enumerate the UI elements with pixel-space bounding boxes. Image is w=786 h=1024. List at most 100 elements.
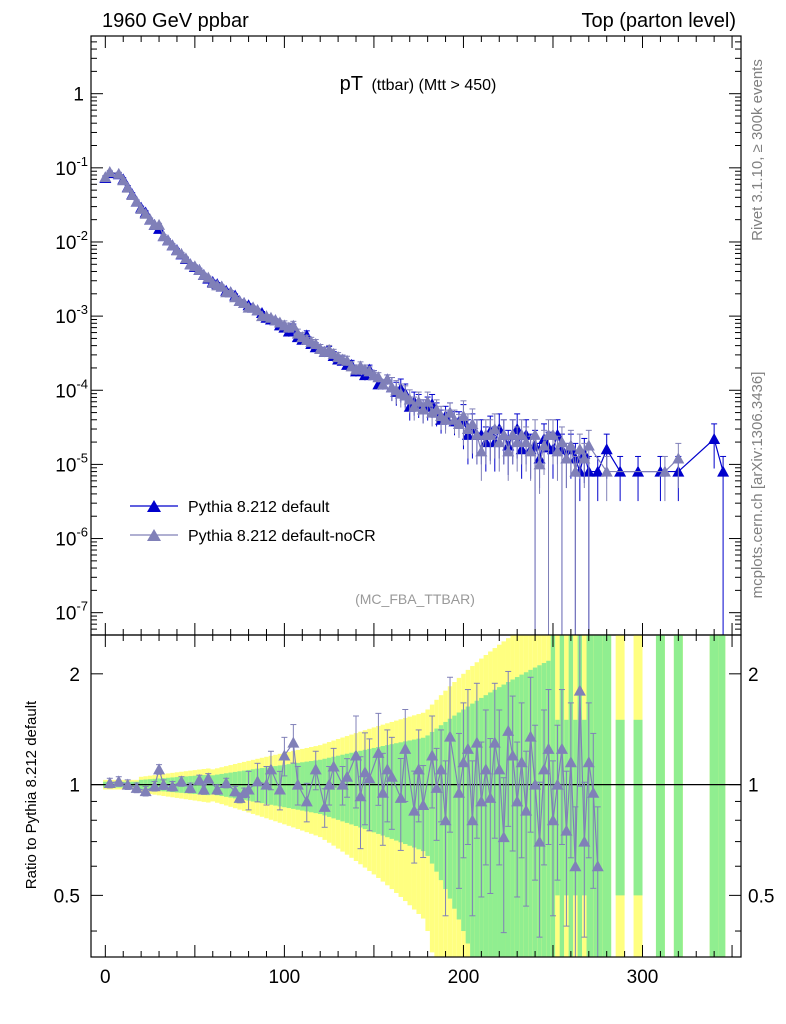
legend-marker-default bbox=[147, 500, 161, 512]
x-tick-label: 300 bbox=[627, 967, 659, 988]
ratio-data-point bbox=[564, 756, 577, 768]
data-point-nocr bbox=[121, 181, 134, 193]
data-point-nocr bbox=[529, 428, 542, 440]
ratio-data-point bbox=[260, 778, 273, 790]
data-point-default bbox=[600, 443, 613, 455]
data-point-nocr bbox=[470, 428, 483, 440]
ratio-data-point bbox=[291, 778, 304, 790]
ratio-data-point bbox=[533, 835, 546, 847]
data-point-nocr bbox=[497, 428, 510, 440]
ratio-data-point bbox=[341, 770, 354, 782]
uncertainty-band-green bbox=[655, 635, 665, 957]
ratio-data-point bbox=[372, 746, 385, 758]
ratio-data-point bbox=[461, 742, 474, 754]
data-point-nocr bbox=[103, 165, 116, 177]
legend: Pythia 8.212 default Pythia 8.212 defaul… bbox=[130, 499, 376, 545]
uncertainty-band-green bbox=[300, 762, 305, 811]
legend-label-nocr: Pythia 8.212 default-noCR bbox=[188, 528, 376, 545]
y-tick-label: 10-5 bbox=[55, 450, 88, 476]
data-point-nocr bbox=[520, 436, 533, 448]
data-point-nocr bbox=[578, 452, 591, 464]
uncertainty-band-green bbox=[718, 635, 726, 957]
ratio-data-point bbox=[278, 749, 291, 761]
ratio-data-point bbox=[211, 783, 224, 795]
ratio-data-point bbox=[130, 781, 143, 793]
data-point-nocr bbox=[251, 304, 264, 316]
data-point-nocr bbox=[533, 458, 546, 470]
uncertainty-band-green bbox=[394, 743, 399, 841]
ratio-data-point bbox=[551, 778, 564, 790]
header-right: Top (parton level) bbox=[581, 10, 736, 32]
data-point-default bbox=[591, 465, 604, 477]
ratio-data-point bbox=[139, 785, 152, 797]
data-point-nocr bbox=[511, 436, 524, 448]
uncertainty-band-green bbox=[241, 770, 247, 800]
data-point-nocr bbox=[569, 465, 582, 477]
ratio-data-point bbox=[591, 860, 604, 872]
data-point-nocr bbox=[457, 409, 470, 421]
uncertainty-band-green bbox=[273, 766, 278, 806]
ratio-data-point bbox=[184, 781, 197, 793]
ratio-data-point bbox=[506, 749, 519, 761]
ratio-data-point bbox=[497, 831, 510, 843]
uncertainty-band-green bbox=[282, 764, 287, 808]
ratio-data-point bbox=[578, 835, 591, 847]
data-point-nocr bbox=[417, 403, 430, 415]
ratio-data-point bbox=[546, 814, 559, 826]
data-point-nocr bbox=[179, 252, 192, 264]
data-point-nocr bbox=[341, 354, 354, 366]
data-point-nocr bbox=[573, 443, 586, 455]
ratio-data-point bbox=[573, 684, 586, 696]
rivet-version-label: Rivet 3.1.10, ≥ 300k events bbox=[749, 59, 766, 241]
main-panel: 10-7 10-6 10-5 10-4 10-3 10-2 10-1 1 pT (ttbar)… bbox=[55, 35, 742, 636]
data-point-nocr bbox=[600, 465, 613, 477]
ratio-data-point bbox=[542, 742, 555, 754]
data-point-nocr bbox=[560, 452, 573, 464]
plot-title: pT (ttbar) (Mtt > 450) bbox=[340, 73, 497, 95]
ratio-data-point bbox=[121, 778, 134, 790]
data-point-nocr bbox=[582, 439, 595, 451]
ratio-data-point bbox=[385, 770, 398, 782]
uncertainty-band-green bbox=[673, 635, 683, 957]
uncertainty-band-green bbox=[371, 747, 377, 833]
ratio-ylabel: Ratio to Pythia 8.212 default bbox=[23, 700, 40, 889]
uncertainty-band-green bbox=[602, 635, 612, 957]
ratio-data-point bbox=[524, 730, 537, 742]
y-tick-label: 10-4 bbox=[55, 376, 88, 402]
ratio-data-point bbox=[166, 780, 179, 792]
ratio-data-point bbox=[475, 795, 488, 807]
ratio-data-point bbox=[242, 783, 255, 795]
ratio-data-point bbox=[112, 775, 125, 787]
ratio-data-point bbox=[197, 783, 210, 795]
x-tick-label: 0 bbox=[100, 967, 111, 988]
uncertainty-band-green bbox=[615, 719, 625, 896]
ratio-data-point bbox=[399, 742, 412, 754]
data-point-nocr bbox=[421, 395, 434, 407]
ratio-data-point bbox=[412, 763, 425, 775]
data-point-nocr bbox=[215, 280, 228, 292]
ratio-y-tick-label-right: 2 bbox=[748, 665, 759, 686]
ratio-data-point bbox=[309, 763, 322, 775]
data-point-nocr bbox=[484, 428, 497, 440]
header-left: 1960 GeV ppbar bbox=[102, 10, 249, 32]
uncertainty-band-green bbox=[425, 735, 430, 856]
ratio-y-tick-label-left: 2 bbox=[69, 665, 80, 686]
data-point-nocr bbox=[381, 373, 394, 385]
ratio-data-point bbox=[582, 756, 595, 768]
ratio-data-point bbox=[569, 860, 582, 872]
ratio-data-point bbox=[529, 778, 542, 790]
ratio-data-point bbox=[318, 800, 331, 812]
ratio-data-point bbox=[251, 775, 264, 787]
ratio-data-point bbox=[484, 791, 497, 803]
y-tick-label: 10-2 bbox=[55, 228, 88, 254]
data-point-nocr bbox=[112, 167, 125, 179]
ratio-data-point bbox=[202, 772, 215, 784]
ratio-data-point bbox=[555, 742, 568, 754]
y-tick-label: 1 bbox=[73, 85, 84, 106]
data-point-nocr bbox=[153, 218, 166, 230]
data-point-nocr bbox=[403, 393, 416, 405]
data-point-nocr bbox=[444, 406, 457, 418]
ratio-data-point bbox=[193, 773, 206, 785]
ratio-data-point bbox=[336, 778, 349, 790]
